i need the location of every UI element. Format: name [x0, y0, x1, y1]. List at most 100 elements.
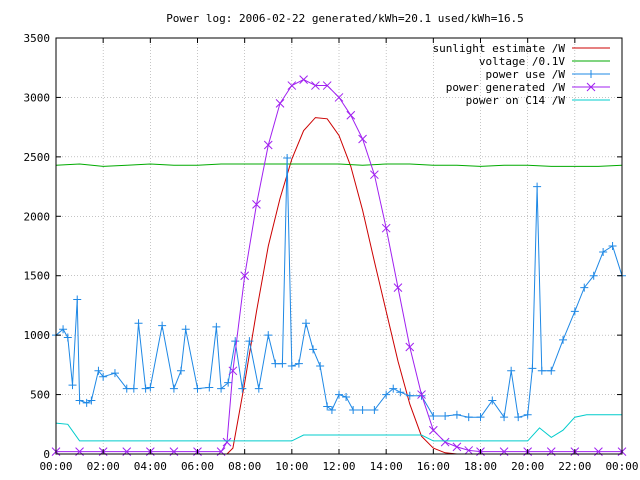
data-point: [299, 75, 308, 84]
data-point: [245, 337, 254, 346]
x-tick-label: 08:00: [228, 460, 261, 473]
data-point: [82, 398, 91, 407]
data-point: [110, 369, 119, 378]
data-point: [311, 81, 320, 90]
data-point: [559, 335, 568, 344]
data-point: [429, 411, 438, 420]
data-point: [405, 391, 414, 400]
series-power-use-w: [52, 154, 626, 422]
data-point: [488, 396, 497, 405]
data-point: [580, 283, 589, 292]
x-tick-label: 14:00: [370, 460, 403, 473]
chart-title: Power log: 2006-02-22 generated/kWh=20.1…: [166, 12, 524, 25]
data-point: [464, 446, 474, 455]
data-point: [599, 247, 608, 256]
data-point: [389, 384, 398, 393]
data-point: [523, 410, 532, 419]
data-point: [176, 366, 185, 375]
legend-label: sunlight estimate /W: [433, 42, 566, 55]
y-tick-label: 3000: [24, 91, 51, 104]
legend-label: power generated /W: [446, 81, 566, 94]
data-point: [141, 384, 150, 393]
data-point: [252, 200, 261, 209]
data-point: [129, 384, 138, 393]
data-point: [63, 333, 72, 342]
series-voltage-0-1v: [55, 163, 623, 167]
data-point: [346, 110, 356, 120]
data-point: [254, 384, 263, 393]
data-point: [452, 410, 461, 419]
y-tick-label: 2000: [24, 210, 51, 223]
series-line: [55, 414, 622, 442]
data-point: [158, 321, 167, 330]
series-power-on-c14-w: [55, 414, 622, 442]
data-point: [75, 396, 84, 405]
data-point: [417, 390, 426, 399]
x-tick-label: 20:00: [511, 460, 544, 473]
data-point: [271, 359, 280, 368]
data-point: [323, 402, 332, 411]
data-point: [322, 81, 332, 90]
data-point: [238, 384, 247, 393]
data-point: [287, 362, 296, 371]
x-tick-label: 12:00: [322, 460, 355, 473]
data-point: [381, 223, 391, 233]
legend-label: power use /W: [486, 68, 566, 81]
y-tick-label: 500: [30, 389, 50, 402]
data-point: [99, 372, 108, 381]
y-tick-label: 0: [43, 448, 50, 461]
x-tick-label: 18:00: [464, 460, 497, 473]
y-tick-label: 2500: [24, 151, 51, 164]
data-point: [264, 331, 273, 340]
x-tick-label: 00:00: [605, 460, 638, 473]
data-point: [537, 366, 546, 375]
data-point: [146, 383, 155, 392]
data-point: [589, 271, 598, 280]
data-point: [275, 99, 285, 108]
series-line: [55, 163, 623, 167]
data-point: [287, 81, 297, 90]
data-point: [441, 411, 450, 420]
data-point: [134, 319, 143, 328]
legend-marker: [587, 70, 595, 78]
data-point: [309, 345, 318, 354]
data-point: [181, 325, 190, 334]
data-point: [316, 362, 325, 371]
data-point: [193, 384, 202, 393]
data-point: [294, 359, 303, 368]
data-point: [224, 378, 233, 387]
data-point: [464, 413, 473, 422]
y-tick-label: 1000: [24, 329, 51, 342]
legend-marker: [586, 82, 596, 92]
data-point: [349, 406, 358, 415]
data-point: [335, 390, 343, 399]
series-sunlight-estimate-w: [226, 117, 457, 455]
data-point: [205, 383, 214, 392]
data-point: [334, 93, 344, 102]
data-point: [122, 384, 131, 393]
data-point: [222, 437, 232, 447]
data-point: [212, 322, 221, 331]
data-point: [370, 170, 379, 180]
axis-ticks: 00:00 02:00 04:00 06:00 08:00 10:00 12:00 14:00…: [24, 32, 639, 473]
data-point: [440, 437, 450, 447]
legend-label: power on C14 /W: [466, 94, 566, 107]
data-point: [358, 406, 367, 415]
data-point: [327, 406, 336, 415]
y-tick-label: 1500: [24, 270, 51, 283]
x-tick-label: 16:00: [417, 460, 450, 473]
data-point: [370, 406, 379, 415]
data-point: [528, 364, 537, 373]
series-line: [226, 117, 457, 455]
data-point: [570, 307, 579, 316]
data-point: [87, 396, 96, 405]
data-point: [94, 366, 103, 375]
x-tick-label: 10:00: [275, 460, 308, 473]
x-tick-label: 02:00: [87, 460, 120, 473]
data-point: [393, 283, 403, 292]
x-tick-label: 04:00: [134, 460, 167, 473]
data-point: [547, 366, 556, 375]
